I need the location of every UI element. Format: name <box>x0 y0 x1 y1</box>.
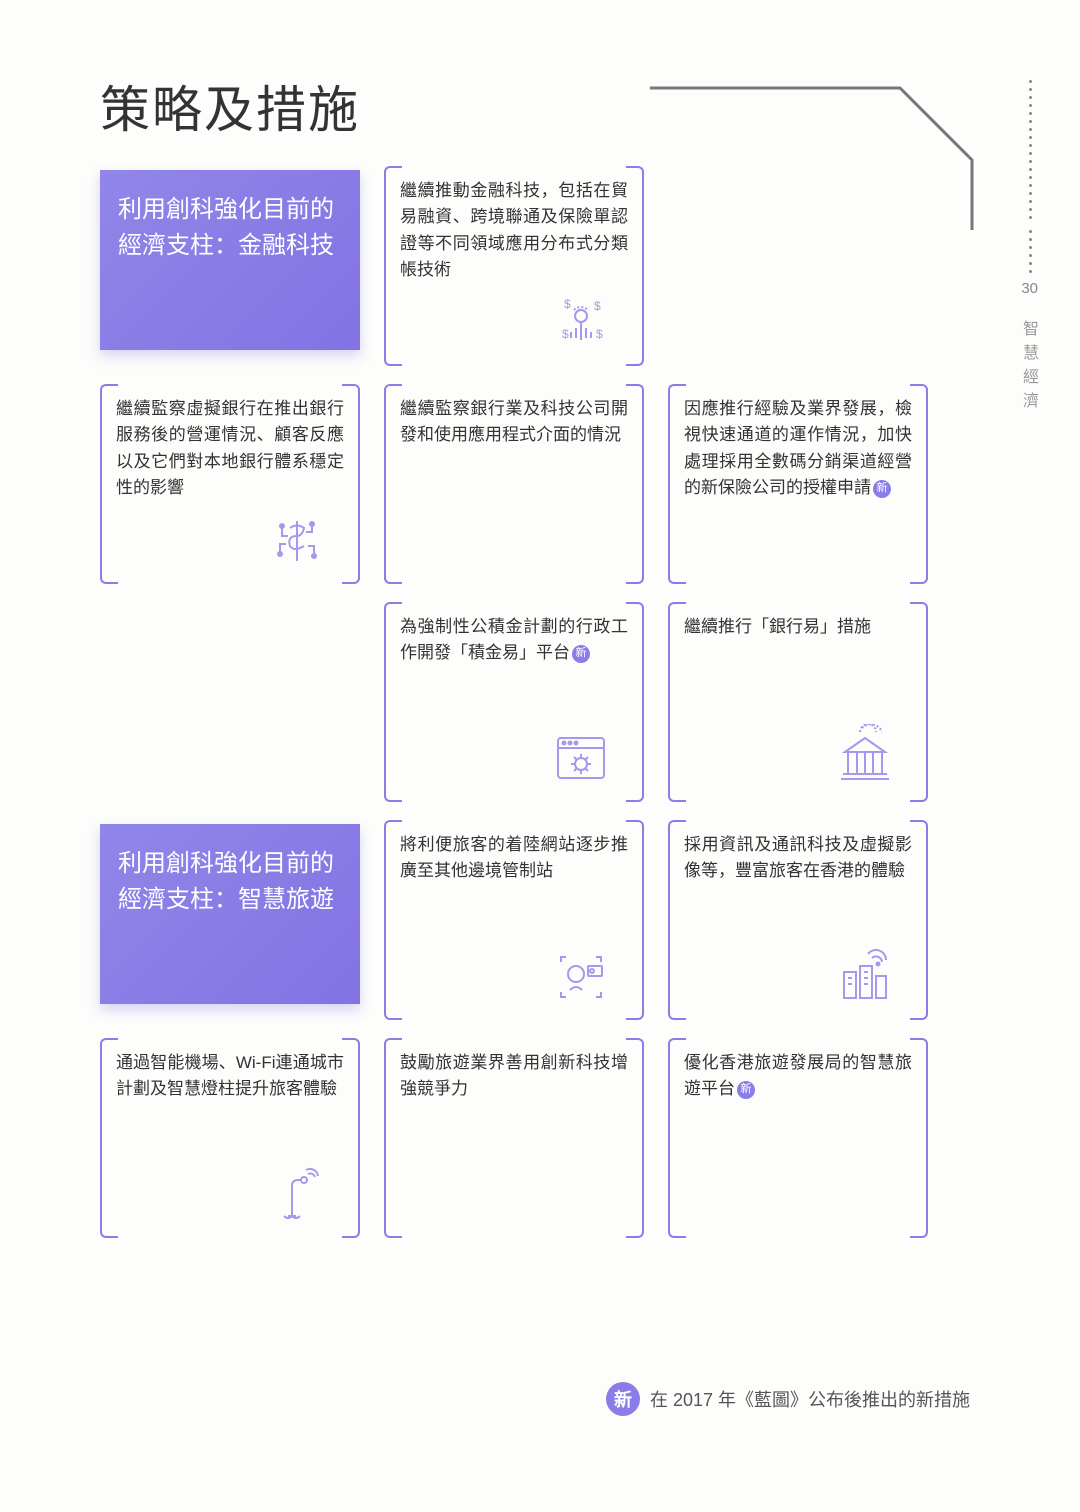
item-text: 繼續監察銀行業及科技公司開發和使用應用程式介面的情況 <box>400 396 628 449</box>
lamp-wifi-icon <box>262 1160 332 1230</box>
item-text: 繼續推動金融科技，包括在貿易融資、跨境聯通及保險單認證等不同領域應用分布式分類帳… <box>400 178 628 283</box>
item-card: 因應推行經驗及業界發展，檢視快速通道的運作情況，加快處理採用全數碼分銷渠道經營的… <box>668 384 928 584</box>
section-header: 利用創科強化目前的經濟支柱：金融科技 <box>100 170 360 350</box>
touch-icon <box>546 288 616 358</box>
item-card: 繼續監察銀行業及科技公司開發和使用應用程式介面的情況 <box>384 384 644 584</box>
footer-note: 新 在 2017 年《藍圖》公布後推出的新措施 <box>606 1382 970 1416</box>
item-card: 採用資訊及通訊科技及虛擬影像等，豐富旅客在香港的體驗 <box>668 820 928 1020</box>
item-card: 鼓勵旅遊業界善用創新科技增強競爭力 <box>384 1038 644 1238</box>
side-label: 智慧經濟 <box>1016 320 1040 416</box>
item-card: 優化香港旅遊發展局的智慧旅遊平台新 <box>668 1038 928 1238</box>
new-badge-icon: 新 <box>873 480 891 498</box>
item-card: 通過智能機場、Wi-Fi連通城市計劃及智慧燈柱提升旅客體驗 <box>100 1038 360 1238</box>
item-text: 通過智能機場、Wi-Fi連通城市計劃及智慧燈柱提升旅客體驗 <box>116 1050 344 1103</box>
section-header: 利用創科強化目前的經濟支柱：智慧旅遊 <box>100 824 360 1004</box>
new-badge-icon: 新 <box>606 1382 640 1416</box>
dots-mid <box>1029 230 1032 278</box>
browser-gear-icon <box>546 724 616 794</box>
item-text: 繼續推行「銀行易」措施 <box>684 614 912 640</box>
dollar-chip-icon <box>262 506 332 576</box>
item-text: 鼓勵旅遊業界善用創新科技增強競爭力 <box>400 1050 628 1103</box>
new-badge-icon: 新 <box>572 645 590 663</box>
item-text: 繼續監察虛擬銀行在推出銀行服務後的營運情況、顧客反應以及它們對本地銀行體系穩定性… <box>116 396 344 501</box>
section-header-text: 利用創科強化目前的經濟支柱：智慧旅遊 <box>118 846 342 918</box>
item-card: 繼續推行「銀行易」措施 <box>668 602 928 802</box>
item-card: 繼續推動金融科技，包括在貿易融資、跨境聯通及保險單認證等不同領域應用分布式分類帳… <box>384 166 644 366</box>
section-header-text: 利用創科強化目前的經濟支柱：金融科技 <box>118 192 342 264</box>
item-card: 將利便旅客的着陸網站逐步推廣至其他邊境管制站 <box>384 820 644 1020</box>
item-text: 優化香港旅遊發展局的智慧旅遊平台新 <box>684 1050 912 1103</box>
item-text: 為強制性公積金計劃的行政工作開發「積金易」平台新 <box>400 614 628 667</box>
footer-text: 在 2017 年《藍圖》公布後推出的新措施 <box>650 1386 970 1412</box>
city-wifi-icon <box>830 942 900 1012</box>
content-grid: 利用創科強化目前的經濟支柱：金融科技繼續推動金融科技，包括在貿易融資、跨境聯通及… <box>100 166 930 1238</box>
item-text: 因應推行經驗及業界發展，檢視快速通道的運作情況，加快處理採用全數碼分銷渠道經營的… <box>684 396 912 501</box>
page-number: 30 <box>1021 280 1038 297</box>
dots-top <box>1029 80 1032 224</box>
face-id-icon <box>546 942 616 1012</box>
bank-icon <box>830 724 900 794</box>
new-badge-icon: 新 <box>737 1081 755 1099</box>
corner-decoration <box>650 80 980 230</box>
item-text: 將利便旅客的着陸網站逐步推廣至其他邊境管制站 <box>400 832 628 885</box>
item-text: 採用資訊及通訊科技及虛擬影像等，豐富旅客在香港的體驗 <box>684 832 912 885</box>
item-card: 繼續監察虛擬銀行在推出銀行服務後的營運情況、顧客反應以及它們對本地銀行體系穩定性… <box>100 384 360 584</box>
item-card: 為強制性公積金計劃的行政工作開發「積金易」平台新 <box>384 602 644 802</box>
